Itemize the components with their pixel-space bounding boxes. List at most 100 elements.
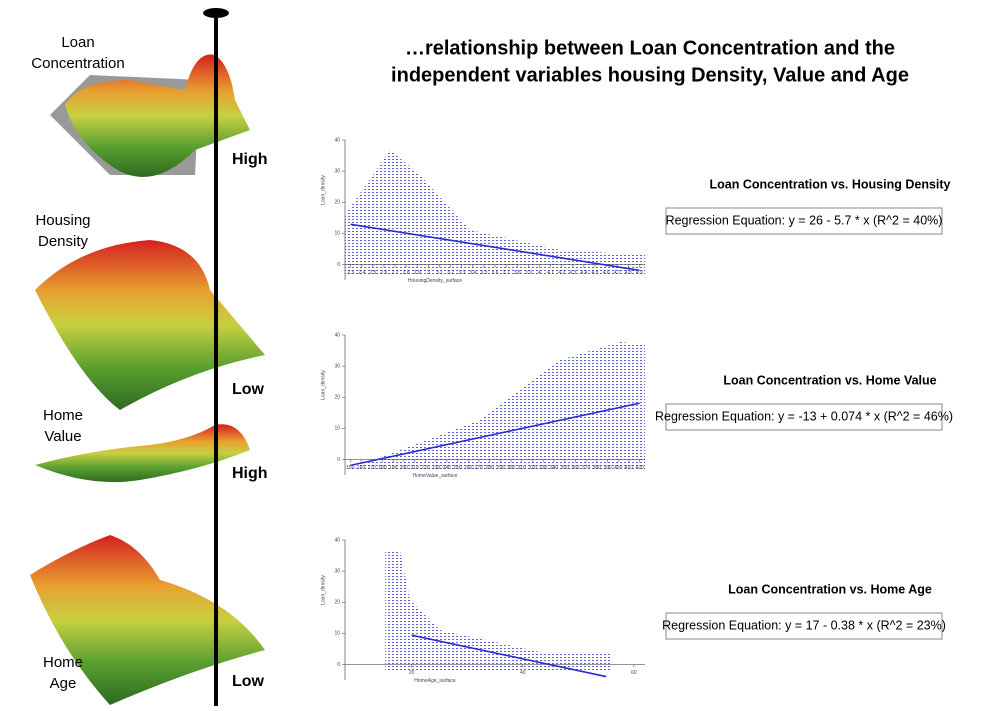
x-tick-label: 3.5 [480, 270, 487, 276]
x-tick-label: 2.3 [347, 270, 354, 276]
x-tick-label: 4.2 [558, 270, 565, 276]
y-tick-label: 20 [334, 600, 340, 606]
x-tick-label: 210 [410, 465, 419, 471]
x-tick-label: 400 [614, 465, 623, 471]
x-tick-label: 2.8 [403, 270, 410, 276]
x-tick-label: 250 [453, 465, 462, 471]
x-tick-label: 260 [464, 465, 473, 471]
x-tick-label: 3.9 [525, 270, 532, 276]
y-tick-label: 10 [334, 231, 340, 237]
x-tick-label: 2.6 [380, 270, 387, 276]
dot-cloud [345, 342, 645, 470]
y-tick-label: 30 [334, 363, 340, 369]
scale-label: High [232, 465, 268, 482]
x-tick-label: 160 [357, 465, 366, 471]
surface-label: Home [43, 654, 83, 671]
equation: Regression Equation: y = 17 - 0.38 * x (… [662, 618, 946, 632]
x-tick-label: 2.7 [392, 270, 399, 276]
x-tick-label: 2.5 [369, 270, 376, 276]
surface-label: Concentration [31, 55, 124, 72]
slide: LoanConcentrationHousingDensityHomeValue… [0, 0, 999, 711]
x-tick-label: 420 [635, 465, 644, 471]
x-tick-label: 3.2 [447, 270, 454, 276]
x-tick-label: 320 [528, 465, 537, 471]
x-tick-label: 3.3 [458, 270, 465, 276]
loan-surface [65, 54, 250, 177]
x-axis-label: HomeValue_surface [413, 473, 458, 479]
y-tick-label: 40 [334, 332, 340, 338]
scale-label: High [232, 151, 268, 168]
x-tick-label: 4.1 [547, 270, 554, 276]
x-tick-label: 190 [389, 465, 398, 471]
x-tick-label: 3.7 [503, 270, 510, 276]
y-tick-label: 30 [334, 168, 340, 174]
x-tick-label: 370 [582, 465, 591, 471]
x-tick-label: 3.1 [436, 270, 443, 276]
x-axis-label: HousingDensity_surface [408, 278, 462, 284]
surface-label: Value [44, 428, 81, 445]
pole-cap [203, 8, 229, 18]
scale-label: Low [232, 381, 265, 398]
equation: Regression Equation: y = 26 - 5.7 * x (R… [666, 213, 943, 227]
x-tick-label: 350 [560, 465, 569, 471]
x-tick-label: 270 [475, 465, 484, 471]
x-tick-label: 390 [603, 465, 612, 471]
surface-label: Density [38, 233, 89, 250]
y-tick-label: 10 [334, 631, 340, 637]
x-tick-label: 180 [378, 465, 387, 471]
x-tick-label: 60 [631, 670, 637, 676]
scale-label: Low [232, 673, 265, 690]
x-tick-label: 4.7 [614, 270, 621, 276]
y-tick-label: 30 [334, 568, 340, 574]
y-tick-label: 20 [334, 200, 340, 206]
x-tick-label: 300 [507, 465, 516, 471]
x-tick-label: 4.6 [603, 270, 610, 276]
x-tick-label: 3.6 [492, 270, 499, 276]
y-axis-label: Loan_density [320, 575, 326, 605]
x-tick-label: 360 [571, 465, 580, 471]
y-tick-label: 40 [334, 137, 340, 143]
x-tick-label: 3.4 [469, 270, 476, 276]
x-tick-label: 280 [485, 465, 494, 471]
surface-label: Age [50, 675, 77, 692]
y-tick-label: 40 [334, 537, 340, 543]
x-tick-label: 170 [368, 465, 377, 471]
x-tick-label: 330 [539, 465, 548, 471]
x-tick-label: 20 [409, 670, 415, 676]
plot-caption: Loan Concentration vs. Home Value [723, 373, 936, 387]
equation: Regression Equation: y = -13 + 0.074 * x… [655, 409, 953, 423]
y-axis-label: Loan_density [320, 370, 326, 400]
plot-caption: Loan Concentration vs. Home Age [728, 582, 932, 596]
x-tick-label: 220 [421, 465, 430, 471]
title-line: independent variables housing Density, V… [391, 64, 909, 86]
y-tick-label: 20 [334, 395, 340, 401]
y-tick-label: 0 [337, 262, 340, 268]
x-tick-label: 4.4 [580, 270, 587, 276]
x-tick-label: 4 [538, 270, 541, 276]
dot-cloud [345, 150, 645, 276]
y-tick-label: 0 [337, 457, 340, 463]
x-tick-label: 230 [432, 465, 441, 471]
x-axis-label: HomeAge_surface [414, 678, 456, 684]
x-tick-label: 4.5 [592, 270, 599, 276]
surface-label: Housing [35, 212, 90, 229]
x-tick-label: 200 [400, 465, 409, 471]
y-axis-label: Loan_density [320, 175, 326, 205]
surface-label: Home [43, 407, 83, 424]
x-tick-label: 3 [427, 270, 430, 276]
x-tick-label: 4.3 [569, 270, 576, 276]
x-tick-label: 3.8 [514, 270, 521, 276]
x-tick-label: 340 [550, 465, 559, 471]
surface-label: Loan [61, 34, 94, 51]
x-tick-label: 240 [443, 465, 452, 471]
x-tick-label: 40 [520, 670, 526, 676]
title-line: …relationship between Loan Concentration… [405, 37, 895, 59]
x-tick-label: 290 [496, 465, 505, 471]
x-tick-label: 4.8 [625, 270, 632, 276]
y-tick-label: 0 [337, 662, 340, 668]
y-tick-label: 10 [334, 426, 340, 432]
surfaces [30, 54, 265, 705]
x-tick-label: 2.9 [414, 270, 421, 276]
density-surface [35, 240, 265, 410]
x-tick-label: 380 [593, 465, 602, 471]
